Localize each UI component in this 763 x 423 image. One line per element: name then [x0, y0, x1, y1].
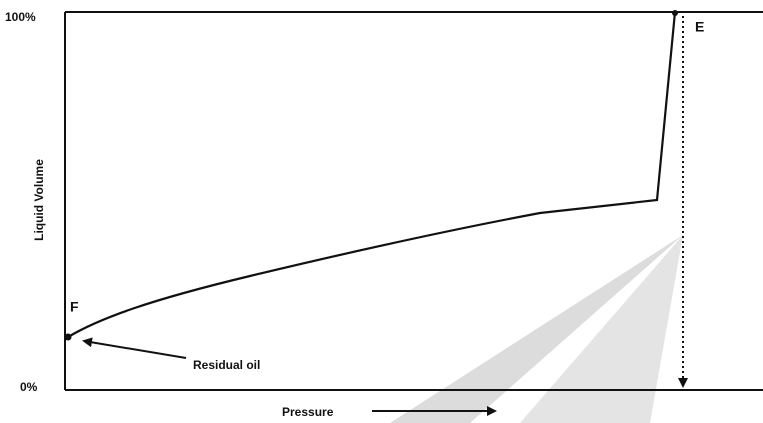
point-f — [64, 333, 72, 341]
annotation: Residual oil — [193, 358, 260, 372]
watermark — [520, 235, 683, 423]
watermark — [390, 235, 683, 423]
x-axis-label: Pressure — [282, 405, 334, 419]
y-top-label: 100% — [5, 10, 36, 24]
y-axis-label: Liquid Volume — [32, 159, 46, 241]
point-label: E — [695, 19, 704, 35]
y-bottom-label: 0% — [20, 380, 38, 394]
point-label: F — [70, 299, 79, 315]
annotation-arrow — [82, 337, 187, 359]
point-e — [672, 10, 678, 16]
curve — [67, 11, 677, 338]
